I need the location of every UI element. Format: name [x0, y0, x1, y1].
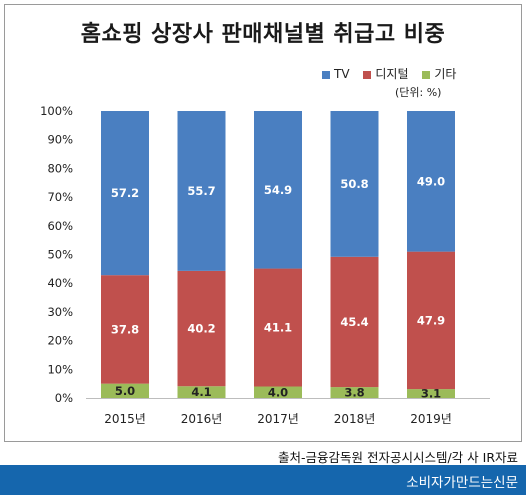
- bar-segment: [101, 383, 149, 398]
- y-tick-label: 70%: [47, 190, 73, 204]
- legend-swatch-other: [422, 70, 431, 79]
- x-tick-label: 2018년: [334, 412, 376, 426]
- y-tick-label: 40%: [47, 276, 73, 290]
- x-tick-label: 2017년: [257, 412, 299, 426]
- data-label: 50.8: [340, 177, 368, 191]
- legend-label-digital: 디지털: [375, 67, 409, 81]
- x-tick-label: 2015년: [104, 412, 146, 426]
- legend-item-digital: 디지털: [363, 65, 409, 82]
- legend-swatch-digital: [363, 70, 372, 79]
- footer-bar: 소비자가만드는신문: [0, 465, 526, 495]
- bar-segment: [407, 111, 455, 252]
- data-label: 41.1: [264, 321, 292, 335]
- unit-note: (단위: %): [395, 86, 442, 99]
- bar-segment: [254, 268, 302, 387]
- legend-item-other: 기타: [422, 65, 456, 82]
- legend-label-tv: TV: [334, 67, 350, 81]
- chart-title: 홈쇼핑 상장사 판매채널별 취급고 비중: [80, 22, 446, 47]
- y-tick-label: 60%: [47, 219, 73, 233]
- y-tick-label: 10%: [47, 362, 73, 376]
- data-label: 5.0: [115, 384, 135, 398]
- stacked-bar-chart: 0% 10% 20% 30% 40% 50% 60% 70% 80% 90% 100% 5.0 37.8…: [40, 104, 490, 426]
- data-label: 37.8: [111, 322, 139, 336]
- bar-segment: [330, 111, 379, 257]
- legend-swatch-tv: [322, 70, 330, 79]
- y-tick-label: 20%: [47, 334, 73, 348]
- y-tick-label: 90%: [47, 133, 73, 147]
- data-label: 45.4: [340, 315, 368, 329]
- data-label: 47.9: [417, 313, 445, 327]
- y-tick-label: 30%: [47, 305, 73, 319]
- data-label: 3.1: [421, 387, 441, 401]
- data-label: 54.9: [264, 183, 292, 197]
- bar-segment: [407, 389, 455, 398]
- bar-segment: [177, 386, 226, 398]
- bar-segment: [330, 387, 379, 398]
- data-label: 4.0: [268, 385, 288, 399]
- y-tick-label: 100%: [40, 104, 73, 118]
- x-tick-label: 2019년: [410, 412, 452, 426]
- footer-brand: 소비자가만드는신문: [406, 475, 518, 491]
- y-tick-label: 0%: [55, 391, 73, 405]
- bar-segment: [101, 111, 149, 276]
- data-label: 3.8: [344, 386, 364, 400]
- data-label: 49.0: [417, 174, 445, 188]
- chart-legend: TV 디지털 기타: [322, 65, 466, 82]
- y-tick-label: 80%: [47, 161, 73, 175]
- bar-segment: [254, 386, 302, 398]
- data-label: 57.2: [111, 186, 139, 200]
- bar-segment: [330, 256, 379, 388]
- legend-item-tv: TV: [322, 67, 350, 81]
- bar-segment: [177, 111, 226, 271]
- bar-segment: [407, 251, 455, 390]
- data-label: 4.1: [191, 385, 211, 399]
- bar-segment: [254, 111, 302, 269]
- bar-segment: [177, 270, 226, 387]
- data-label: 55.7: [187, 184, 215, 198]
- source-note: 출처-금융감독원 전자공시시스템/각 사 IR자료: [277, 450, 518, 465]
- data-label: 40.2: [187, 322, 215, 336]
- bar-segment: [101, 275, 149, 384]
- legend-label-other: 기타: [434, 67, 457, 81]
- x-tick-label: 2016년: [181, 412, 223, 426]
- y-tick-label: 50%: [47, 248, 73, 262]
